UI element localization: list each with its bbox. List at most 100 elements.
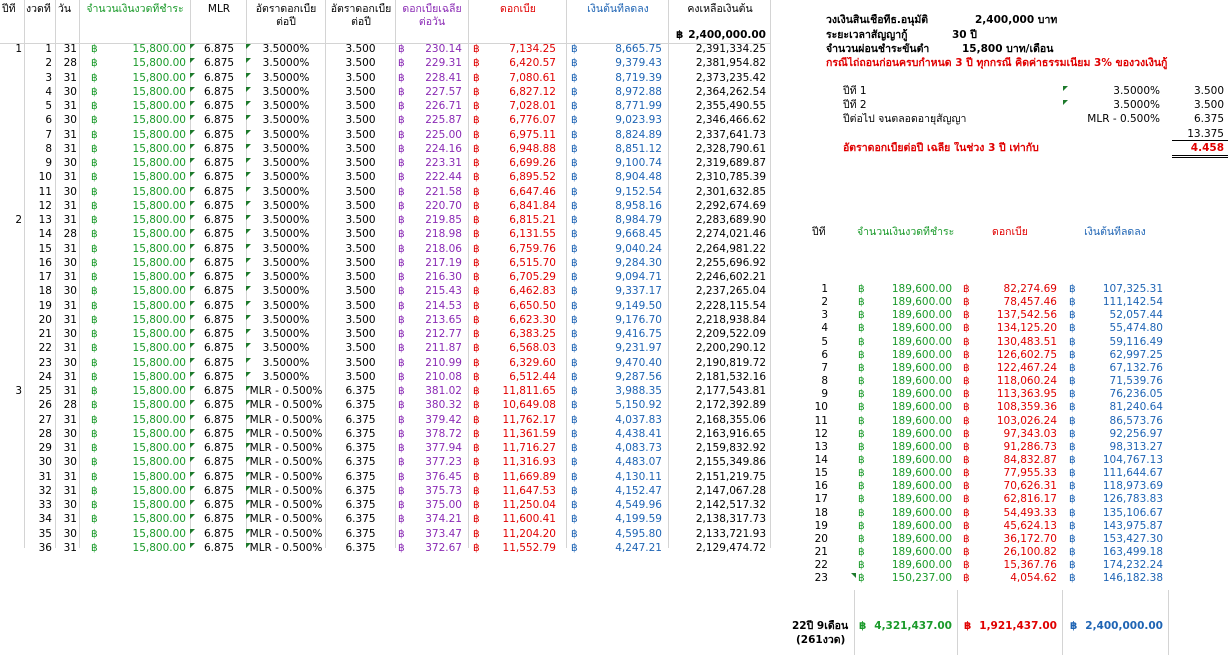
summary-header-payment[interactable]: จำนวนเงินงวดที่ชำระ (857, 226, 955, 238)
summary-interest[interactable]: 36,172.70 (1003, 533, 1057, 545)
rate-value[interactable]: 6.375 (1193, 113, 1224, 125)
row-principal[interactable]: 4,549.96 (615, 499, 662, 511)
row-payment[interactable]: 15,800.00 (132, 143, 186, 155)
row-days[interactable]: 30 (63, 285, 77, 297)
row-balance[interactable]: 2,301,632.85 (695, 186, 766, 198)
row-balance[interactable]: 2,209,522.09 (695, 328, 766, 340)
row-payment[interactable]: 15,800.00 (132, 314, 186, 326)
row-principal[interactable]: 4,130.11 (615, 471, 662, 483)
row-rate-a[interactable]: 3.5000% (262, 186, 310, 198)
row-mlr[interactable]: 6.875 (204, 143, 235, 155)
row-days[interactable]: 30 (63, 114, 77, 126)
row-period[interactable]: 20 (38, 314, 52, 326)
row-rate-b[interactable]: 3.500 (345, 214, 376, 226)
row-rate-b[interactable]: 6.375 (345, 456, 376, 468)
row-interest[interactable]: 10,649.08 (502, 399, 556, 411)
row-payment[interactable]: 15,800.00 (132, 86, 186, 98)
row-year[interactable] (2, 442, 22, 456)
summary-principal[interactable]: 59,116.49 (1109, 336, 1163, 348)
row-year[interactable] (2, 243, 22, 257)
row-year[interactable] (2, 542, 22, 556)
summary-payment[interactable]: 189,600.00 (891, 441, 952, 453)
row-interest[interactable]: 6,329.60 (509, 357, 556, 369)
row-days[interactable]: 31 (63, 371, 77, 383)
row-principal[interactable]: 8,958.16 (615, 200, 662, 212)
summary-payment[interactable]: 189,600.00 (891, 533, 952, 545)
row-daily-interest[interactable]: 377.23 (425, 456, 462, 468)
row-year[interactable] (2, 257, 22, 271)
total-installments[interactable]: (261งวด) (796, 634, 846, 646)
row-rate-a[interactable]: 3.5000% (262, 300, 310, 312)
row-principal[interactable]: 3,988.35 (615, 385, 662, 397)
summary-year[interactable]: 10 (814, 401, 828, 413)
row-daily-interest[interactable]: 215.43 (425, 285, 462, 297)
row-days[interactable]: 31 (63, 271, 77, 283)
row-days[interactable]: 31 (63, 300, 77, 312)
row-rate-b[interactable]: 6.375 (345, 399, 376, 411)
row-mlr[interactable]: 6.875 (204, 214, 235, 226)
row-interest[interactable]: 6,827.12 (509, 86, 556, 98)
row-interest[interactable]: 11,361.59 (502, 428, 556, 440)
summary-year[interactable]: 23 (814, 572, 828, 584)
row-interest[interactable]: 6,776.07 (509, 114, 556, 126)
row-daily-interest[interactable]: 229.31 (425, 57, 462, 69)
row-days[interactable]: 31 (63, 72, 77, 84)
row-balance[interactable]: 2,246,602.21 (695, 271, 766, 283)
row-days[interactable]: 31 (63, 200, 77, 212)
row-rate-b[interactable]: 3.500 (345, 157, 376, 169)
row-period[interactable]: 13 (38, 214, 52, 226)
row-payment[interactable]: 15,800.00 (132, 285, 186, 297)
total-interest[interactable]: 1,921,437.00 (979, 620, 1057, 632)
rate-description[interactable]: MLR - 0.500% (1087, 113, 1160, 125)
row-rate-a[interactable]: 3.5000% (262, 271, 310, 283)
row-daily-interest[interactable]: 377.94 (425, 442, 462, 454)
row-payment[interactable]: 15,800.00 (132, 157, 186, 169)
row-period[interactable]: 4 (45, 86, 52, 98)
row-balance[interactable]: 2,381,954.82 (695, 57, 766, 69)
row-days[interactable]: 31 (63, 143, 77, 155)
row-payment[interactable]: 15,800.00 (132, 471, 186, 483)
row-balance[interactable]: 2,274,021.46 (695, 228, 766, 240)
row-rate-a[interactable]: 3.5000% (262, 72, 310, 84)
row-interest[interactable]: 7,134.25 (509, 43, 556, 55)
row-days[interactable]: 30 (63, 86, 77, 98)
row-mlr[interactable]: 6.875 (204, 385, 235, 397)
summary-year[interactable]: 3 (821, 309, 828, 321)
row-rate-b[interactable]: 3.500 (345, 357, 376, 369)
row-days[interactable]: 30 (63, 528, 77, 540)
row-year[interactable] (2, 285, 22, 299)
row-period[interactable]: 1 (45, 43, 52, 55)
row-principal[interactable]: 4,083.73 (615, 442, 662, 454)
row-balance[interactable]: 2,391,334.25 (695, 43, 766, 55)
summary-interest[interactable]: 26,100.82 (1003, 546, 1057, 558)
row-interest[interactable]: 6,948.88 (509, 143, 556, 155)
row-payment[interactable]: 15,800.00 (132, 171, 186, 183)
row-period[interactable]: 12 (38, 200, 52, 212)
row-payment[interactable]: 15,800.00 (132, 542, 186, 554)
row-daily-interest[interactable]: 218.98 (425, 228, 462, 240)
row-interest[interactable]: 6,647.46 (509, 186, 556, 198)
summary-year[interactable]: 15 (814, 467, 828, 479)
row-year[interactable] (2, 499, 22, 513)
summary-year[interactable]: 21 (814, 546, 828, 558)
row-days[interactable]: 31 (63, 542, 77, 554)
row-daily-interest[interactable]: 223.31 (425, 157, 462, 169)
summary-payment[interactable]: 189,600.00 (891, 546, 952, 558)
header-payment[interactable]: จำนวนเงินงวดที่ชำระ (86, 3, 184, 15)
row-payment[interactable]: 15,800.00 (132, 186, 186, 198)
row-mlr[interactable]: 6.875 (204, 43, 235, 55)
row-rate-a[interactable]: 3.5000% (262, 157, 310, 169)
row-principal[interactable]: 8,665.75 (615, 43, 662, 55)
header-year[interactable]: ปีที่ (2, 3, 16, 15)
rate-value[interactable]: 3.500 (1193, 85, 1224, 97)
loan-amount-label[interactable]: วงเงินสินเชื่อที่ธ.อนุมัติ (826, 14, 929, 26)
row-period[interactable]: 8 (45, 143, 52, 155)
total-principal[interactable]: 2,400,000.00 (1085, 620, 1163, 632)
row-year[interactable] (2, 371, 22, 385)
summary-year[interactable]: 11 (814, 415, 828, 427)
row-rate-a[interactable]: 3.5000% (262, 214, 310, 226)
summary-principal[interactable]: 67,132.76 (1109, 362, 1163, 374)
summary-interest[interactable]: 78,457.46 (1003, 296, 1057, 308)
summary-year[interactable]: 6 (821, 349, 828, 361)
summary-interest[interactable]: 122,467.24 (996, 362, 1057, 374)
